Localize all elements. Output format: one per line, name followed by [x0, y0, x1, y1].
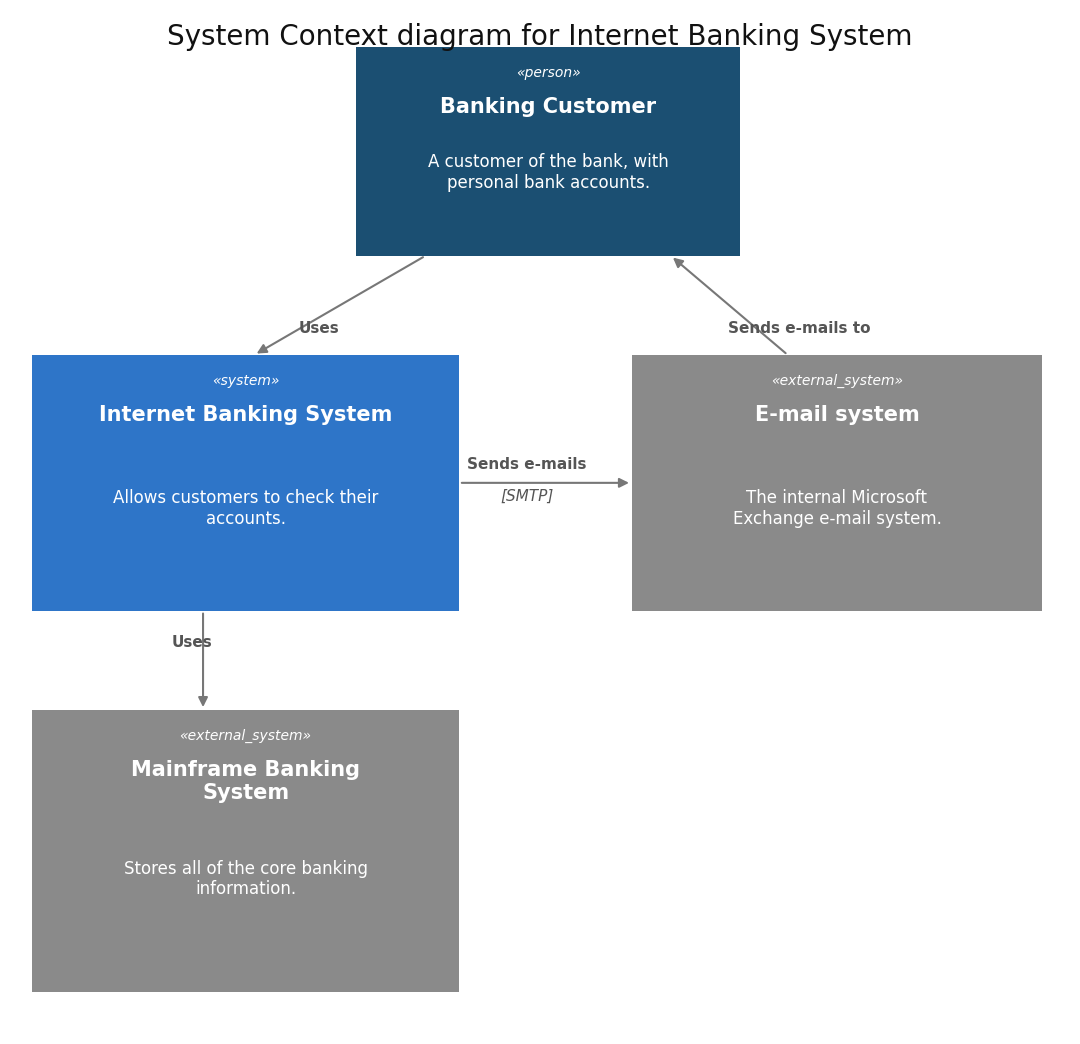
- Bar: [32, 710, 459, 992]
- Text: System Context diagram for Internet Banking System: System Context diagram for Internet Bank…: [167, 23, 913, 51]
- Text: «external_system»: «external_system»: [771, 374, 903, 388]
- Text: Allows customers to check their
accounts.: Allows customers to check their accounts…: [113, 489, 378, 528]
- Text: Sends e-mails: Sends e-mails: [468, 457, 586, 472]
- Bar: [32, 355, 459, 611]
- Text: A customer of the bank, with
personal bank accounts.: A customer of the bank, with personal ba…: [428, 152, 669, 192]
- Text: Uses: Uses: [172, 635, 213, 649]
- Text: Mainframe Banking
System: Mainframe Banking System: [131, 760, 361, 803]
- Text: «external_system»: «external_system»: [179, 729, 312, 743]
- Text: «person»: «person»: [516, 66, 580, 79]
- Text: «system»: «system»: [212, 374, 280, 387]
- Text: The internal Microsoft
Exchange e-mail system.: The internal Microsoft Exchange e-mail s…: [732, 489, 942, 528]
- Text: Sends e-mails to: Sends e-mails to: [728, 322, 870, 336]
- Text: Stores all of the core banking
information.: Stores all of the core banking informati…: [124, 859, 367, 899]
- Text: Uses: Uses: [298, 322, 339, 336]
- Text: Internet Banking System: Internet Banking System: [99, 405, 392, 425]
- Bar: [632, 355, 1042, 611]
- Bar: [356, 47, 740, 256]
- Text: E-mail system: E-mail system: [755, 405, 919, 425]
- Text: Banking Customer: Banking Customer: [440, 97, 657, 117]
- Text: [SMTP]: [SMTP]: [500, 489, 554, 503]
